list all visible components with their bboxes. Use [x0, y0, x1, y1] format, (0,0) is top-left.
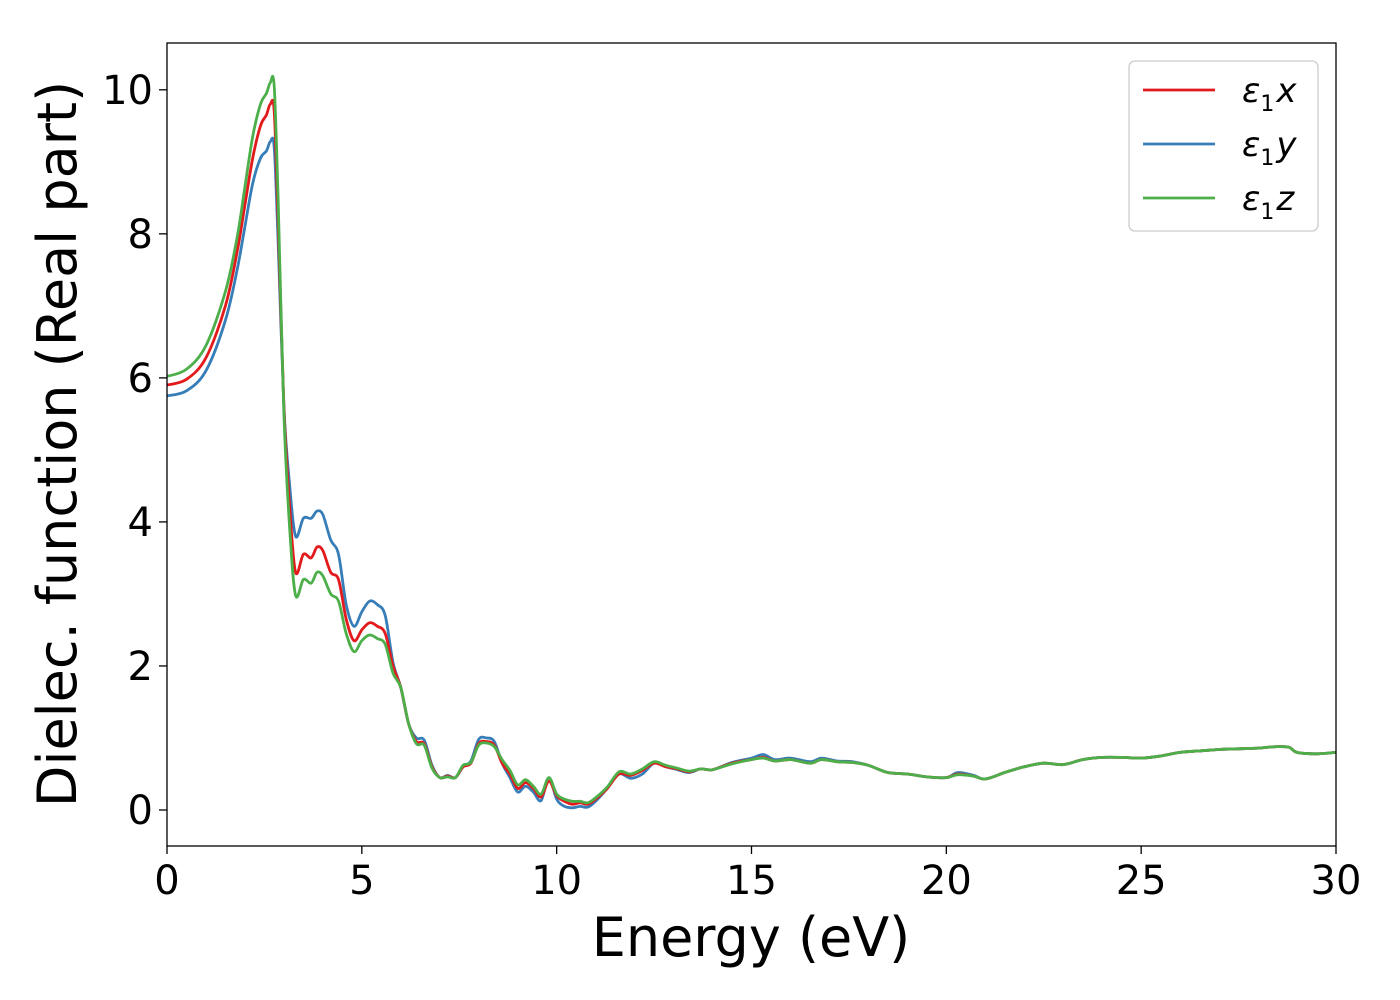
legend-symbol: ε: [1242, 71, 1260, 111]
y-axis-label: Dielec. function (Real part): [26, 81, 89, 807]
y-tick-label: 8: [128, 212, 153, 258]
y-tick-label: 10: [102, 68, 153, 114]
x-tick-label: 20: [921, 858, 972, 904]
legend-axis: y: [1275, 125, 1297, 165]
series-line-eps1-z: [167, 74, 1336, 805]
x-tick-label: 0: [154, 858, 179, 904]
legend-symbol: ε: [1242, 179, 1260, 219]
x-tick-label: 15: [726, 858, 777, 904]
legend-label: ε1x: [1242, 71, 1297, 117]
y-tick-label: 4: [128, 500, 153, 546]
legend-label: ε1z: [1242, 179, 1295, 225]
legend-box: [1128, 60, 1319, 232]
legend-symbol: ε: [1242, 125, 1260, 165]
x-tick-label: 25: [1116, 858, 1167, 904]
legend-axis: x: [1275, 71, 1297, 111]
x-axis-ticks: 0 5 10 15 20 25 30: [154, 846, 1361, 904]
x-tick-label: 5: [349, 858, 374, 904]
y-tick-label: 2: [128, 644, 153, 690]
y-tick-label: 0: [128, 788, 153, 834]
series-layer: [167, 74, 1336, 810]
legend-axis: z: [1275, 179, 1295, 219]
legend-subscript: 1: [1260, 146, 1274, 171]
y-tick-label: 6: [128, 356, 153, 402]
legend-subscript: 1: [1260, 200, 1274, 225]
x-axis-label: Energy (eV): [592, 906, 911, 969]
legend-label: ε1y: [1242, 125, 1297, 171]
x-tick-label: 10: [531, 858, 582, 904]
y-axis-ticks: 0 2 4 6 8 10: [102, 68, 167, 834]
legend-subscript: 1: [1260, 92, 1274, 117]
x-tick-label: 30: [1311, 858, 1362, 904]
